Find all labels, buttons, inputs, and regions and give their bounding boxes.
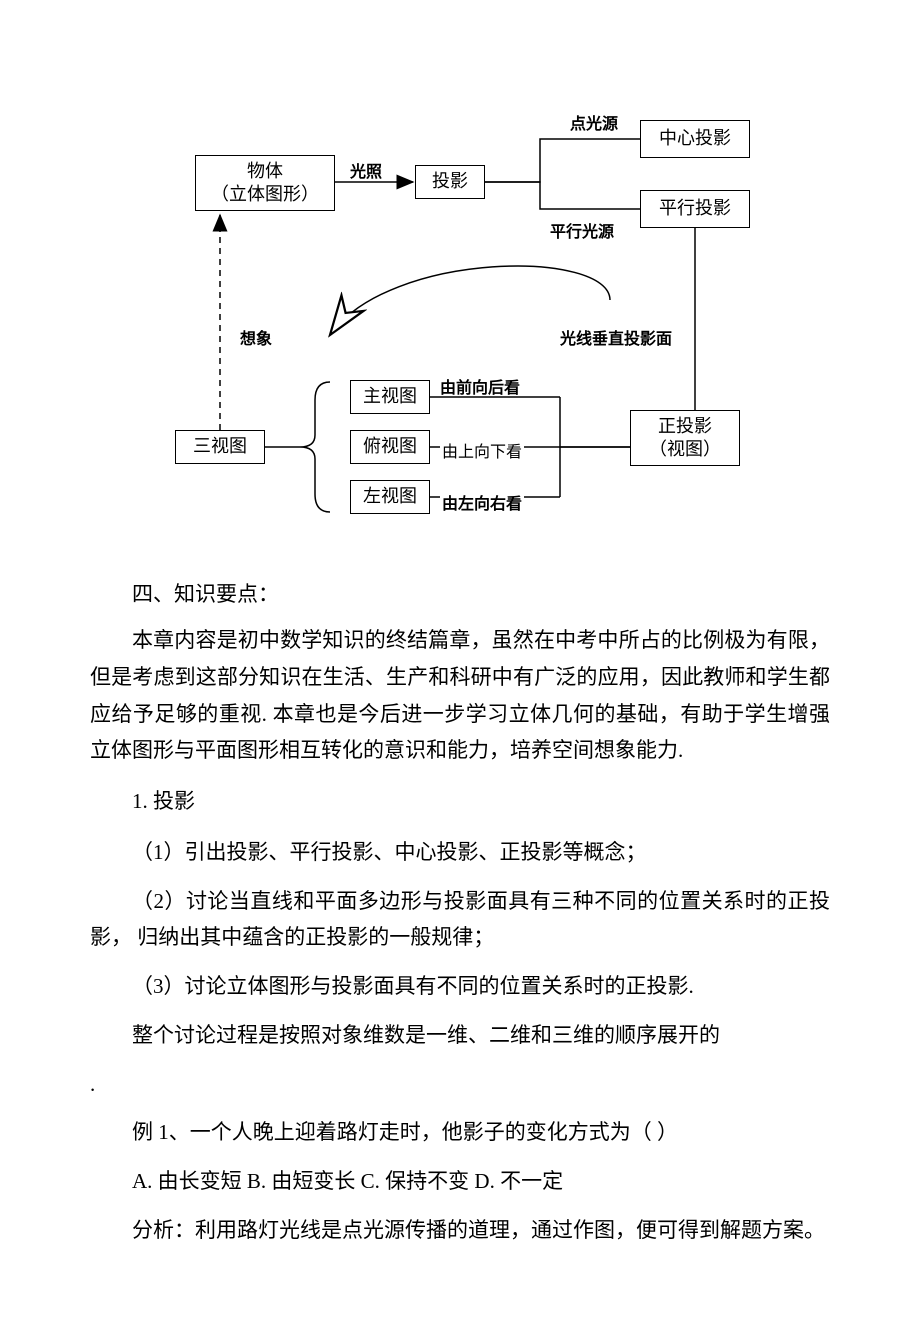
label-point-source: 点光源	[570, 110, 618, 134]
label-perpendicular: 光线垂直投影面	[560, 325, 672, 349]
node-center-projection: 中心投影	[640, 120, 750, 158]
point-1: （1）引出投影、平行投影、中心投影、正投影等概念；	[90, 834, 830, 871]
node-orthographic: 正投影（视图）	[630, 410, 740, 466]
node-projection: 投影	[415, 165, 485, 199]
node-object: 物体（立体图形）	[195, 155, 335, 211]
node-top-view: 俯视图	[350, 430, 430, 464]
node-front-view: 主视图	[350, 380, 430, 414]
intro-paragraph: 本章内容是初中数学知识的终结篇章，虽然在中考中所占的比例极为有限，但是考虑到这部…	[90, 622, 830, 769]
node-parallel-projection: 平行投影	[640, 190, 750, 228]
example-1-analysis: 分析：利用路灯光线是点光源传播的道理，通过作图，便可得到解题方案。	[90, 1212, 830, 1249]
label-left-desc: 由左向右看	[440, 490, 524, 514]
example-1-question: 例 1、一个人晚上迎着路灯走时，他影子的变化方式为（ ）	[90, 1114, 830, 1151]
discussion-order-line: 整个讨论过程是按照对象维数是一维、二维和三维的顺序展开的	[90, 1017, 830, 1054]
node-three-views: 三视图	[175, 430, 265, 464]
heading-1-projection: 1. 投影	[90, 783, 830, 820]
label-front-desc: 由前向后看	[440, 374, 520, 398]
point-2: （2）讨论当直线和平面多边形与投影面具有三种不同的位置关系时的正投影， 归纳出其…	[90, 883, 830, 957]
discussion-order-period: .	[90, 1066, 830, 1103]
label-parallel-source: 平行光源	[550, 218, 614, 242]
node-left-view: 左视图	[350, 480, 430, 514]
label-light: 光照	[350, 158, 382, 182]
label-imagine: 想象	[240, 325, 272, 349]
section-4-title: 四、知识要点：	[90, 578, 830, 608]
label-top-desc: 由上向下看	[440, 438, 524, 462]
concept-flowchart: 物体（立体图形） 投影 中心投影 平行投影 主视图 俯视图 左视图 正投影（视图…	[140, 100, 780, 550]
point-3: （3）讨论立体图形与投影面具有不同的位置关系时的正投影.	[90, 968, 830, 1005]
example-1-options: A. 由长变短 B. 由短变长 C. 保持不变 D. 不一定	[90, 1163, 830, 1200]
